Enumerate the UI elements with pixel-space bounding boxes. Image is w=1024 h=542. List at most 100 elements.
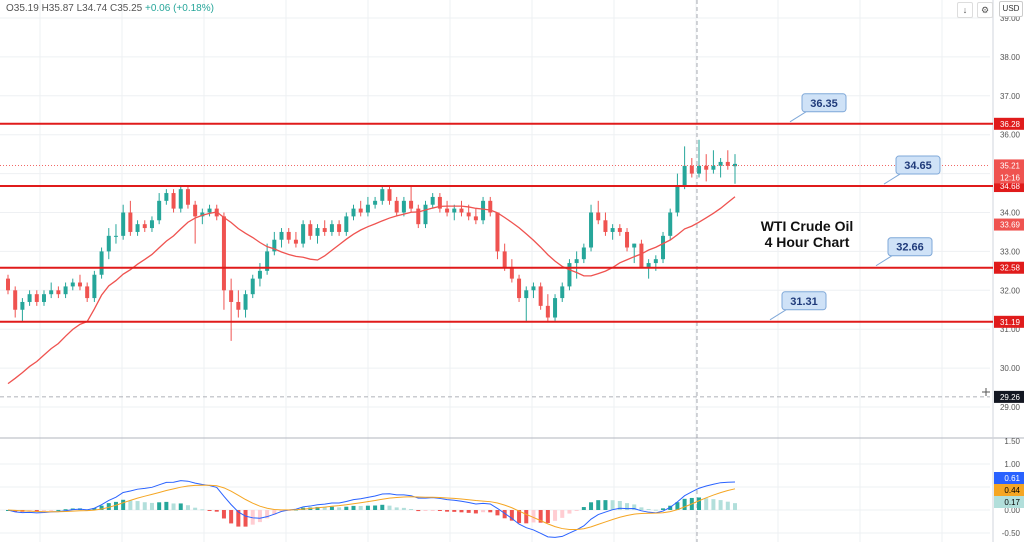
macd-histogram-bar (49, 510, 54, 511)
macd-histogram-bar (128, 500, 133, 510)
macd-histogram-bar (171, 503, 176, 510)
candle-body (589, 212, 594, 248)
macd-histogram-bar (365, 505, 370, 510)
candle-body (632, 243, 637, 248)
callout-label: 31.31 (790, 296, 818, 308)
macd-histogram-bar (416, 510, 421, 512)
macd-histogram-bar (481, 510, 486, 513)
macd-histogram-bar (509, 510, 514, 521)
macd-histogram-bar (589, 502, 594, 510)
gear-icon[interactable]: ⚙ (977, 2, 993, 18)
candle-body (365, 204, 370, 213)
macd-histogram-bar (675, 502, 680, 510)
macd-histogram-bar (632, 504, 637, 510)
macd-histogram-bar (373, 505, 378, 510)
candle-body (272, 239, 277, 252)
y-tick-label: 36.00 (1000, 131, 1021, 140)
macd-histogram-bar (430, 510, 435, 511)
y-tick-label: 33.00 (1000, 247, 1021, 256)
candle-body (279, 231, 284, 240)
chart-title-line1: WTI Crude Oil (760, 218, 854, 234)
callout-box (895, 155, 941, 175)
macd-histogram-bar (106, 503, 111, 510)
candle-body (207, 208, 212, 213)
macd-value-badge (994, 472, 1024, 484)
macd-histogram-bar (394, 507, 399, 510)
macd-histogram-bar (243, 510, 248, 527)
candle-body (639, 243, 644, 267)
macd-histogram-bar (704, 498, 709, 510)
macd-histogram-bar (322, 507, 327, 510)
candle-body (358, 208, 363, 213)
candle-body (92, 274, 97, 299)
candle-body (617, 228, 622, 232)
candle-body (502, 251, 507, 267)
candle-body (538, 286, 543, 306)
candle-body (193, 204, 198, 217)
macd-histogram-bar (207, 510, 212, 511)
crosshair-badge (994, 390, 1024, 403)
candle-body (250, 278, 255, 295)
macd-histogram-bar (646, 508, 651, 510)
candle-body (625, 231, 630, 248)
callout-pointer (875, 255, 893, 267)
candle-body (445, 208, 450, 213)
macd-histogram-bar (495, 510, 500, 516)
candle-body (20, 301, 25, 310)
candle-body (430, 196, 435, 205)
candle-body (315, 228, 320, 236)
macd-histogram-bar (661, 508, 666, 510)
candle-body (574, 259, 579, 264)
candle-body (301, 224, 306, 244)
currency-label[interactable]: USD (999, 1, 1023, 17)
candle-body (653, 259, 658, 264)
macd-histogram-bar (625, 503, 630, 510)
macd-histogram-bar (113, 501, 118, 510)
candle-body (581, 247, 586, 260)
last-price-label: 35.21 (1000, 161, 1021, 170)
candle-body (560, 286, 565, 299)
macd-value-badge-text: 0.61 (1004, 474, 1020, 483)
macd-histogram-bar (221, 510, 226, 519)
macd-histogram-bar (135, 501, 140, 510)
callout-label: 34.65 (904, 160, 932, 172)
macd-histogram-bar (445, 510, 450, 512)
callout-label: 32.66 (896, 242, 924, 254)
candle-body (509, 266, 514, 279)
candle-body (106, 235, 111, 252)
macd-tick-label: 1.50 (1004, 437, 1020, 446)
macd-histogram-bar (344, 506, 349, 510)
y-tick-label: 38.00 (1000, 53, 1021, 62)
candle-body (49, 290, 54, 295)
macd-histogram-bar (34, 510, 39, 512)
macd-histogram-bar (466, 510, 471, 513)
macd-histogram-bar (27, 510, 32, 512)
candle-body (394, 200, 399, 213)
macd-histogram-bar (315, 506, 320, 510)
macd-histogram-bar (581, 507, 586, 510)
macd-histogram-bar (560, 510, 565, 518)
top-toolbar: ↓ ⚙ (957, 2, 993, 18)
candle-body (531, 286, 536, 291)
candle-body (380, 189, 385, 201)
last-price-badge (994, 159, 1024, 184)
axis-level-label: 36.28 (1000, 120, 1021, 129)
axis-level-badge (994, 117, 1024, 130)
candle-body (567, 263, 572, 287)
chart-title-line2: 4 Hour Chart (764, 234, 850, 250)
macd-histogram-bar (488, 510, 493, 513)
hist-value-badge-text: 0.17 (1004, 498, 1020, 507)
arrow-down-icon[interactable]: ↓ (957, 2, 973, 18)
signal-value-badge-text: 0.44 (1004, 486, 1020, 495)
candle-body (596, 212, 601, 221)
macd-histogram-bar (718, 500, 723, 510)
candle-body (149, 220, 154, 229)
macd-tick-label: -0.50 (1002, 529, 1021, 538)
macd-histogram-bar (437, 510, 442, 511)
callout-box (887, 237, 933, 257)
candle-body (308, 224, 313, 236)
y-tick-label: 34.00 (1000, 209, 1021, 218)
macd-histogram-bar (337, 507, 342, 510)
macd-histogram-bar (574, 510, 579, 511)
y-tick-label: 31.00 (1000, 325, 1021, 334)
